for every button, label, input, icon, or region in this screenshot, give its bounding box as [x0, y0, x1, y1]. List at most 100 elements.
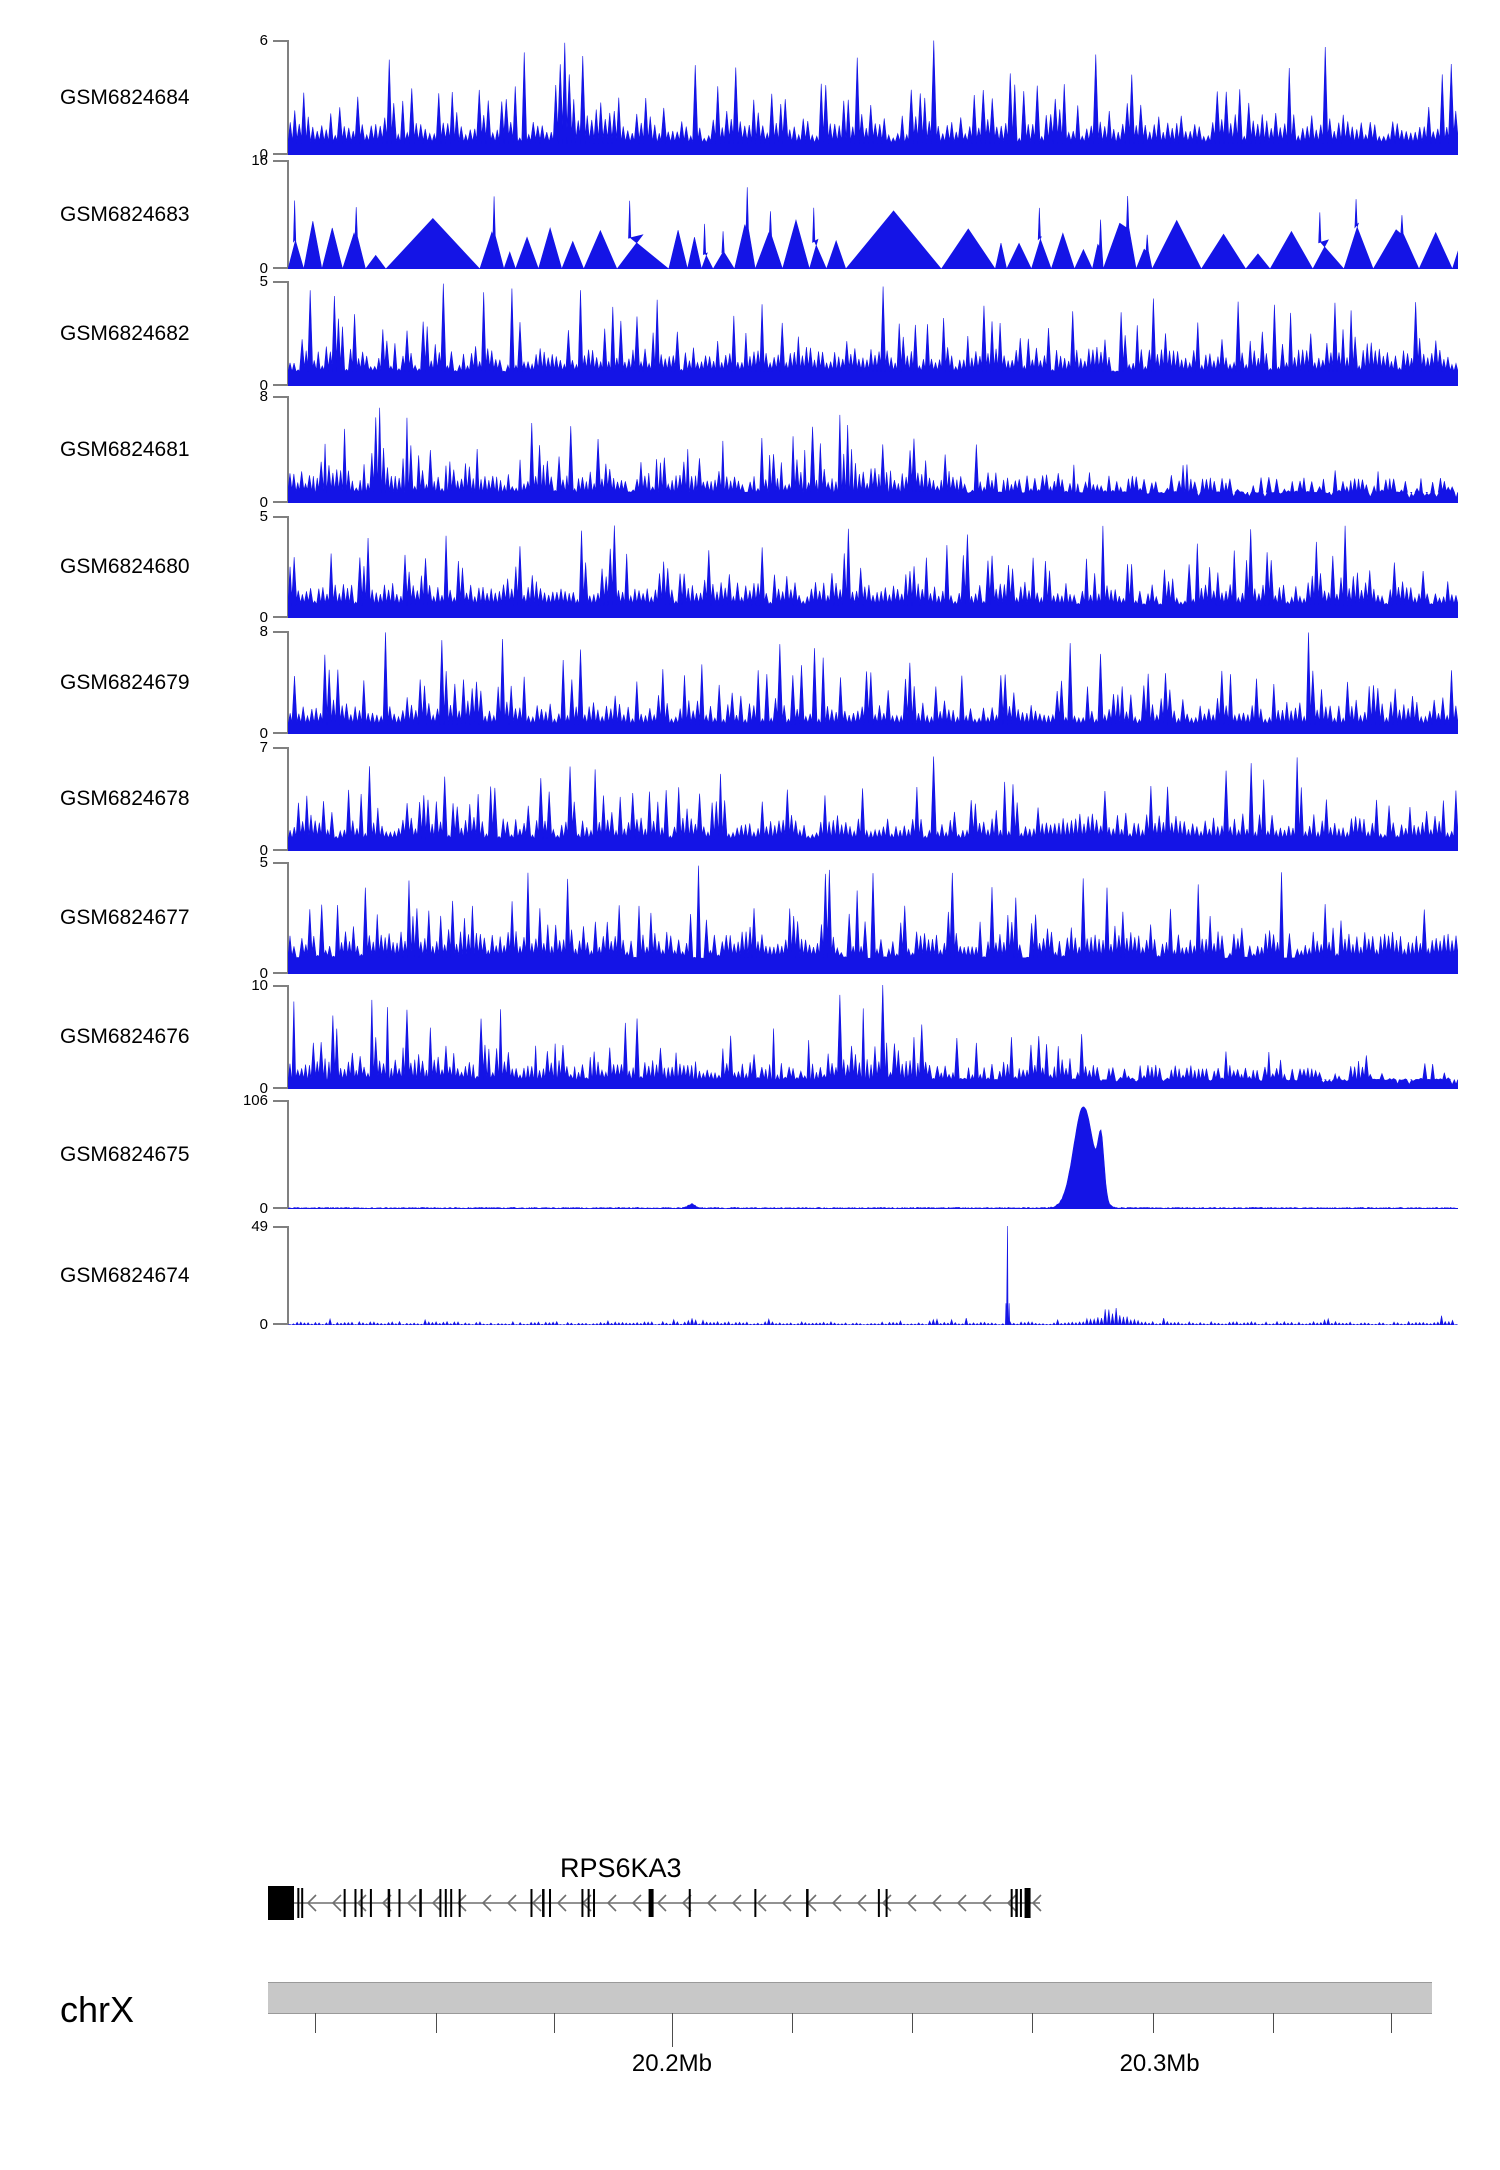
y-axis-min-label: 0	[259, 494, 268, 511]
track-label: GSM6824680	[60, 555, 190, 578]
gene-exon[interactable]	[343, 1889, 346, 1917]
gene-exon[interactable]	[754, 1889, 757, 1917]
strand-arrow-left-icon	[956, 1894, 967, 1912]
y-axis-line	[287, 396, 289, 503]
gene-exon[interactable]	[885, 1889, 888, 1917]
track-signal-plot[interactable]	[288, 747, 1458, 851]
y-axis-tick-min	[273, 1323, 289, 1325]
gene-exon[interactable]	[387, 1889, 391, 1917]
y-axis-min-label: 0	[259, 1080, 268, 1097]
track-signal-plot[interactable]	[288, 631, 1458, 734]
y-axis-max-label: 5	[259, 273, 268, 290]
y-axis-line	[287, 862, 289, 974]
gene-exon[interactable]	[444, 1889, 447, 1917]
gene-exon[interactable]	[1024, 1888, 1031, 1918]
y-axis-min-label: 0	[259, 146, 268, 163]
signal-track[interactable]: GSM6824680 5 0	[0, 509, 1500, 625]
strand-arrow-left-icon	[831, 1894, 842, 1912]
track-signal-plot[interactable]	[288, 396, 1458, 503]
signal-area-path	[288, 865, 1458, 974]
signal-area-chart	[288, 756, 1458, 851]
y-axis-tick-min	[273, 1087, 289, 1089]
gene-exon[interactable]	[398, 1889, 401, 1917]
y-axis-min-label: 0	[259, 965, 268, 982]
track-label: GSM6824681	[60, 437, 190, 461]
gene-exon[interactable]	[1010, 1889, 1013, 1917]
signal-area-chart	[288, 1106, 1458, 1209]
signal-area-path	[288, 1106, 1458, 1209]
gene-exon[interactable]	[268, 1886, 294, 1920]
gene-exon[interactable]	[581, 1889, 584, 1917]
coordinate-tick	[1031, 2013, 1033, 2033]
signal-area-path	[288, 525, 1458, 618]
y-axis-line	[287, 747, 289, 851]
gene-exon[interactable]	[297, 1888, 300, 1918]
track-signal-plot[interactable]	[288, 281, 1458, 386]
gene-exon[interactable]	[439, 1889, 442, 1917]
gene-exon[interactable]	[688, 1889, 691, 1917]
track-signal-plot[interactable]	[288, 862, 1458, 974]
signal-track[interactable]: GSM6824681 8 0	[0, 389, 1500, 510]
gene-exon[interactable]	[419, 1889, 422, 1917]
signal-track[interactable]: GSM6824683 16 0	[0, 153, 1500, 276]
gene-exon[interactable]	[593, 1889, 596, 1917]
y-axis-line	[287, 1226, 289, 1325]
signal-area-chart	[288, 283, 1458, 386]
signal-track[interactable]: GSM6824679 8 0	[0, 624, 1500, 741]
track-signal-plot[interactable]	[288, 40, 1458, 155]
gene-exon[interactable]	[369, 1889, 372, 1917]
strand-arrow-left-icon	[981, 1894, 992, 1912]
gene-model-svg[interactable]	[0, 1855, 1500, 1970]
coordinate-tick	[1391, 2013, 1393, 2033]
gene-exon[interactable]	[360, 1889, 363, 1917]
track-y-axis: 106 0	[243, 1093, 290, 1216]
y-axis-max-label: 5	[259, 508, 268, 525]
signal-track[interactable]: GSM6824674 49 0	[0, 1219, 1500, 1332]
y-axis-line	[287, 160, 289, 269]
signal-area-chart	[288, 407, 1458, 503]
signal-track[interactable]: GSM6824675 106 0	[0, 1093, 1500, 1216]
strand-arrow-left-icon	[481, 1894, 492, 1912]
signal-track[interactable]: GSM6824677 5 0	[0, 855, 1500, 981]
signal-area-path	[288, 407, 1458, 503]
gene-exon[interactable]	[301, 1888, 304, 1918]
y-axis-tick-min	[273, 972, 289, 974]
y-axis-tick-max	[273, 160, 289, 162]
y-axis-line	[287, 631, 289, 734]
gene-exon[interactable]	[458, 1889, 461, 1917]
gene-exon[interactable]	[450, 1889, 453, 1917]
coordinate-label: 20.3Mb	[1119, 2050, 1200, 2077]
gene-exon[interactable]	[549, 1889, 552, 1917]
y-axis-max-label: 49	[251, 1218, 268, 1235]
coordinate-tick	[1152, 2013, 1154, 2033]
y-axis-line	[287, 281, 289, 386]
signal-track[interactable]: GSM6824678 7 0	[0, 740, 1500, 858]
track-signal-plot[interactable]	[288, 985, 1458, 1089]
y-axis-tick-max	[273, 862, 289, 864]
signal-track[interactable]: GSM6824676 10 0	[0, 978, 1500, 1096]
track-signal-plot[interactable]	[288, 1100, 1458, 1209]
signal-track[interactable]: GSM6824684 6 0	[0, 33, 1500, 162]
gene-exon[interactable]	[530, 1889, 533, 1917]
gene-exon[interactable]	[542, 1889, 545, 1917]
y-axis-max-label: 7	[259, 739, 268, 756]
gene-exon[interactable]	[806, 1889, 809, 1917]
gene-exon[interactable]	[354, 1889, 357, 1917]
track-label: GSM6824674	[60, 1263, 190, 1287]
track-signal-plot[interactable]	[288, 1226, 1458, 1325]
signal-track[interactable]: GSM6824682 5 0	[0, 274, 1500, 393]
gene-exon[interactable]	[648, 1889, 654, 1917]
signal-area-chart	[288, 632, 1458, 734]
gene-annotation-panel: RPS6KA3	[0, 1855, 1500, 1970]
gene-exon[interactable]	[587, 1889, 590, 1917]
gene-exon[interactable]	[1015, 1889, 1018, 1917]
track-signal-plot[interactable]	[288, 516, 1458, 618]
chromosome-ideogram-bar[interactable]	[268, 1982, 1432, 2014]
gene-exon[interactable]	[1019, 1889, 1022, 1917]
track-signal-plot[interactable]	[288, 160, 1458, 269]
track-label: GSM6824676	[60, 1025, 190, 1048]
y-axis-tick-max	[273, 1226, 289, 1228]
gene-exon[interactable]	[877, 1889, 880, 1917]
